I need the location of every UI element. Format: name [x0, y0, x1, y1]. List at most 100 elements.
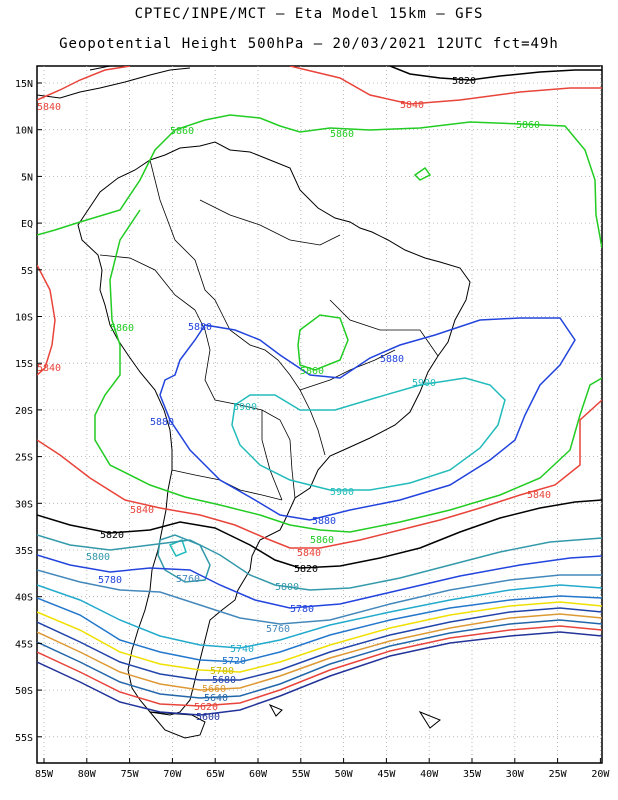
- latitude-labels: 15N 10N 5N EQ 5S 10S 15S 20S 25S 30S 35S 40S 45S 50S 5…: [15, 79, 42, 744]
- longitude-labels: 85W 80W 75W 70W 65W 60W 55W 50W 45W 40W 35W 30W 25W 2…: [35, 758, 610, 780]
- label-5760-a: 5760: [176, 574, 200, 585]
- lat-label: 15N: [15, 79, 33, 90]
- lat-label: 15S: [15, 359, 33, 370]
- contour-5700: [37, 601, 602, 673]
- lat-label: 10N: [15, 126, 33, 137]
- lon-label: 35W: [463, 769, 482, 780]
- contour-5600: [37, 631, 602, 716]
- contour-5780: [37, 554, 602, 609]
- lat-label: 50S: [15, 686, 33, 697]
- lon-label: 65W: [206, 769, 225, 780]
- lat-label: 35S: [15, 546, 33, 557]
- contour-5720: [37, 595, 602, 663]
- lon-label: 55W: [292, 769, 311, 780]
- lat-label: 30S: [15, 499, 33, 510]
- lon-label: 30W: [506, 769, 525, 780]
- contour-5860: [94, 209, 602, 533]
- coastlines: [37, 66, 471, 739]
- label-5880-b: 5880: [380, 354, 404, 365]
- contour-5620: [37, 625, 602, 707]
- lat-label: 55S: [15, 733, 33, 744]
- contour-5680: [37, 607, 602, 681]
- label-5860-b: 5860: [330, 129, 354, 140]
- label-5900-c: 5900: [330, 487, 354, 498]
- label-5860-a: 5860: [170, 126, 194, 137]
- lat-label: 45S: [15, 639, 33, 650]
- label-5800-b: 5800: [275, 582, 299, 593]
- lon-label: 25W: [549, 769, 568, 780]
- chart-title-line2: Geopotential Height 500hPa – 20/03/2021 …: [59, 36, 559, 52]
- label-5840-north: 5840: [400, 100, 424, 111]
- lat-label: 10S: [15, 313, 33, 324]
- contour-5860: [37, 114, 602, 249]
- lon-label: 45W: [377, 769, 396, 780]
- lon-label: 70W: [163, 769, 182, 780]
- lon-label: 60W: [249, 769, 268, 780]
- lat-label: 25S: [15, 453, 33, 464]
- lat-label: 5N: [21, 172, 33, 183]
- lon-label: 80W: [78, 769, 97, 780]
- label-5720: 5720: [222, 656, 246, 667]
- contour-5660: [37, 613, 602, 691]
- contour-5800: [157, 534, 211, 583]
- lat-label: EQ: [21, 219, 33, 230]
- label-5840-mid: 5840: [297, 548, 321, 559]
- lat-label: 5S: [21, 266, 33, 277]
- label-5800-a: 5800: [86, 552, 110, 563]
- label-5700: 5700: [210, 666, 234, 677]
- label-5860-f: 5860: [310, 535, 334, 546]
- label-5860-c: 5860: [516, 120, 540, 131]
- contour-5860: [413, 166, 432, 181]
- label-5840-south: 5840: [130, 505, 154, 516]
- lon-label: 40W: [420, 769, 439, 780]
- label-5740: 5740: [230, 644, 254, 655]
- label-5860-e: 5860: [300, 366, 324, 377]
- contour-5740: [37, 584, 602, 649]
- contour-5860: [297, 314, 349, 371]
- grid-lines: [37, 66, 602, 763]
- lon-label: 50W: [335, 769, 354, 780]
- contour-5840: [37, 66, 602, 105]
- label-5780-b: 5780: [290, 604, 314, 615]
- label-5840-west-b: 5840: [37, 363, 61, 374]
- label-5820-mid: 5820: [294, 564, 318, 575]
- lon-label: 85W: [35, 769, 54, 780]
- label-5600: 5600: [196, 712, 220, 723]
- label-5880-c: 5880: [150, 417, 174, 428]
- label-5900-a: 5900: [412, 378, 436, 389]
- contour-5640: [37, 619, 602, 699]
- south-america-coastline: [77, 141, 471, 716]
- label-5640: 5640: [204, 693, 228, 704]
- contour-5800: [37, 534, 602, 591]
- contour-lines: [37, 66, 602, 716]
- contour-5820: [37, 499, 602, 569]
- label-5880-d: 5880: [312, 516, 336, 527]
- lon-label: 20W: [591, 769, 610, 780]
- label-5760-b: 5760: [266, 624, 290, 635]
- central-america-fragment: [37, 66, 191, 99]
- label-5840-east: 5840: [527, 490, 551, 501]
- label-5900-b: 5900: [233, 402, 257, 413]
- lat-label: 20S: [15, 406, 33, 417]
- label-5820-south: 5820: [100, 530, 124, 541]
- label-5780-a: 5780: [98, 575, 122, 586]
- contour-5760: [37, 569, 602, 625]
- chart-title-line1: CPTEC/INPE/MCT – Eta Model 15km – GFS: [134, 6, 484, 22]
- label-5880-a: 5880: [188, 322, 212, 333]
- contour-labels: 5820 5840 5840 5860 5860 5860 5860 5860 …: [37, 76, 551, 723]
- contour-5820: [389, 66, 602, 81]
- contour-5840: [37, 399, 602, 549]
- lon-label: 75W: [121, 769, 140, 780]
- map-frame: [36, 65, 603, 764]
- contour-5880: [159, 317, 576, 521]
- lat-label: 40S: [15, 593, 33, 604]
- contour-5840: [37, 264, 56, 376]
- label-5840-west: 5840: [37, 102, 61, 113]
- label-5680: 5680: [212, 675, 236, 686]
- label-5860-d: 5860: [110, 323, 134, 334]
- label-5660: 5660: [202, 684, 226, 695]
- contour-5900: [231, 377, 506, 491]
- label-5820-north: 5820: [452, 76, 476, 87]
- label-5620: 5620: [194, 702, 218, 713]
